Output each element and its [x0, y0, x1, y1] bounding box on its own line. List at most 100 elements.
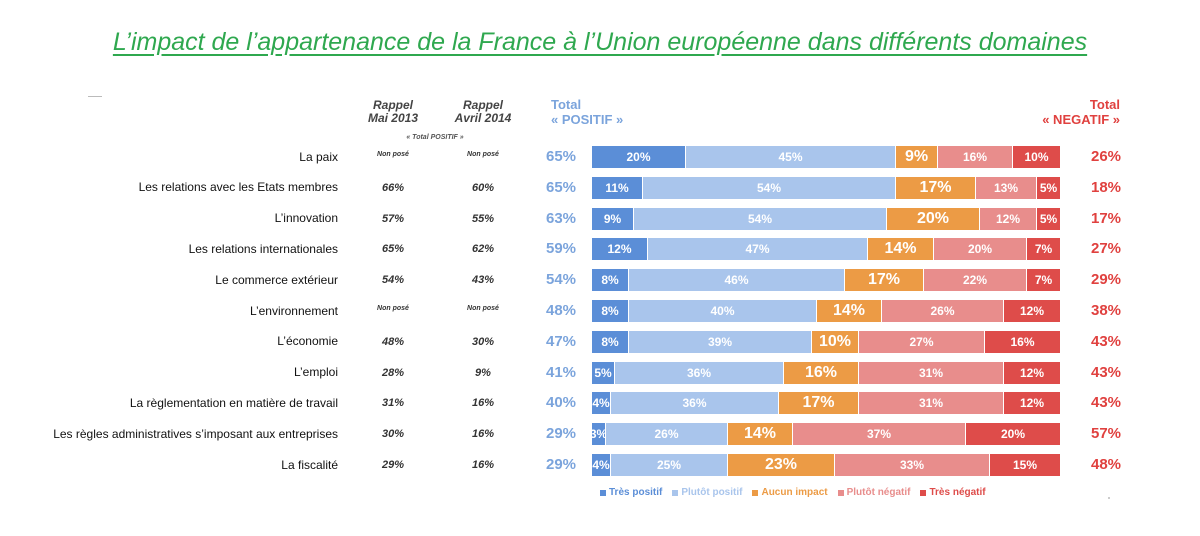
- bar-segment: 14%: [868, 238, 933, 261]
- legend-label: Plutôt négatif: [846, 487, 911, 498]
- header-total-negatif-line2: « NEGATIF »: [1042, 112, 1120, 127]
- header-rappel-2014-line2: Avril 2014: [454, 111, 512, 125]
- category-label: L’innovation: [274, 211, 338, 226]
- rappel-2013-value: 28%: [381, 366, 405, 379]
- bar-segment-label: 14%: [832, 302, 866, 319]
- rappel-2013-value: 66%: [381, 181, 405, 194]
- decorative-dash: [88, 96, 102, 97]
- bar-segment: 11%: [592, 176, 642, 199]
- header-total-positif: Total « POSITIF »: [551, 97, 623, 127]
- total-positif-value: 29%: [545, 425, 577, 443]
- stacked-bar: 20% 45% 9% 16% 10%: [592, 146, 1060, 168]
- bar-segment-label: 11%: [605, 180, 629, 195]
- bar-segment-label: 5%: [1039, 180, 1058, 195]
- bar-segment-label: 3%: [592, 427, 605, 442]
- stacked-bar: 5% 36% 16% 31% 12%: [592, 361, 1060, 384]
- bar-segment-label: 10%: [1024, 150, 1049, 164]
- category-label: L’environnement: [249, 303, 338, 318]
- bar-segment-label: 15%: [1012, 458, 1038, 472]
- header-total-positif-line2: « POSITIF »: [551, 112, 624, 127]
- header-rappel-2014-line1: Rappel: [462, 98, 503, 112]
- bar-segment: 16%: [985, 330, 1060, 353]
- category-label: L’emploi: [293, 365, 338, 380]
- legend-label: Plutôt positif: [681, 487, 743, 498]
- stacked-bar: 9% 54% 20% 12% 5%: [592, 207, 1060, 230]
- bar-segment-label: 36%: [682, 396, 707, 411]
- bar-segment-label: 13%: [993, 180, 1019, 195]
- bar-segment-label: 20%: [916, 209, 950, 227]
- bar-segment-label: 17%: [919, 178, 952, 196]
- bar-segment-label: 23%: [764, 456, 798, 473]
- rappel-2014-value: 62%: [471, 243, 495, 256]
- bar-segment: 23%: [728, 454, 834, 476]
- category-label: Les relations internationales: [188, 241, 338, 256]
- decorative-dot: [1108, 497, 1110, 499]
- stacked-bar: 8% 40% 14% 26% 12%: [592, 300, 1060, 322]
- bar-segment-label: 54%: [747, 211, 773, 226]
- bar-segment: 8%: [592, 330, 628, 353]
- bar-segment: 4%: [592, 454, 610, 476]
- header-rappel-2013-line2: Mai 2013: [367, 111, 419, 125]
- total-negatif-value: 17%: [1090, 209, 1122, 227]
- bar-segment-label: 5%: [594, 365, 612, 380]
- rappel-2013-value: 65%: [381, 243, 405, 256]
- bar-segment-label: 14%: [743, 425, 777, 443]
- bar-segment: 17%: [779, 392, 858, 415]
- stacked-bar: 11% 54% 17% 13% 5%: [592, 176, 1060, 199]
- total-negatif-value: 38%: [1090, 302, 1122, 319]
- bar-segment: 12%: [980, 207, 1036, 230]
- rappel-2013-value: 31%: [381, 397, 405, 410]
- bar-segment: 12%: [1004, 300, 1060, 322]
- total-positif-value: 59%: [545, 240, 577, 258]
- total-positif-value: 63%: [545, 209, 577, 227]
- bar-segment-label: 22%: [962, 273, 988, 288]
- bar-segment-label: 14%: [884, 240, 917, 258]
- total-positif-value: 65%: [545, 178, 577, 196]
- legend-swatch: [600, 489, 606, 496]
- bar-segment-label: 20%: [1000, 427, 1026, 442]
- bar-segment-label: 31%: [918, 365, 944, 380]
- bar-segment: 26%: [606, 423, 727, 446]
- bar-segment-label: 9%: [603, 211, 622, 226]
- bar-segment-label: 25%: [656, 458, 682, 472]
- category-label: La fiscalité: [281, 457, 338, 472]
- bar-segment: 47%: [648, 238, 867, 261]
- bar-segment-label: 46%: [724, 273, 749, 288]
- legend-label: Aucun impact: [761, 487, 828, 498]
- header-rappel-2013-line1: Rappel: [372, 98, 413, 112]
- bar-segment: 26%: [882, 300, 1003, 322]
- bar-segment: 39%: [629, 330, 811, 353]
- bar-segment: 15%: [990, 454, 1060, 476]
- bar-segment-label: 16%: [1010, 334, 1035, 349]
- total-negatif-value: 29%: [1090, 271, 1122, 289]
- bar-segment-label: 40%: [710, 304, 735, 318]
- bar-segment-label: 27%: [909, 334, 934, 349]
- bar-segment-label: 31%: [918, 396, 944, 411]
- bar-segment-label: 45%: [778, 150, 803, 164]
- total-negatif-value: 43%: [1090, 363, 1122, 381]
- bar-segment: 16%: [784, 361, 858, 384]
- bar-segment-label: 8%: [601, 273, 619, 288]
- rappel-2013-value: 57%: [381, 212, 405, 225]
- bar-segment-label: 12%: [607, 242, 632, 257]
- stacked-bar: 8% 39% 10% 27% 16%: [592, 330, 1060, 353]
- rappel-2014-value: 60%: [471, 181, 495, 194]
- bar-segment-label: 20%: [626, 150, 651, 164]
- bar-segment-label: 17%: [802, 394, 835, 412]
- bar-segment: 33%: [835, 454, 989, 476]
- bar-segment-label: 8%: [601, 334, 619, 349]
- bar-segment-label: 4%: [592, 458, 610, 472]
- bar-segment: 7%: [1027, 238, 1060, 261]
- rappel-2014-value: 9%: [475, 366, 491, 379]
- bar-segment-label: 10%: [818, 332, 852, 350]
- rappel-2014-value: Non posé: [467, 305, 499, 312]
- bar-segment-label: 47%: [745, 242, 770, 257]
- legend-item: Très positif: [600, 487, 662, 498]
- legend-item: Plutôt positif: [672, 487, 742, 498]
- rappel-2014-value: 16%: [471, 397, 495, 410]
- bar-segment: 45%: [686, 146, 895, 168]
- bar-segment-label: 12%: [1019, 304, 1045, 318]
- rappel-2014-value: 55%: [471, 212, 495, 225]
- bar-segment: 17%: [896, 176, 975, 199]
- total-positif-value: 65%: [545, 148, 577, 165]
